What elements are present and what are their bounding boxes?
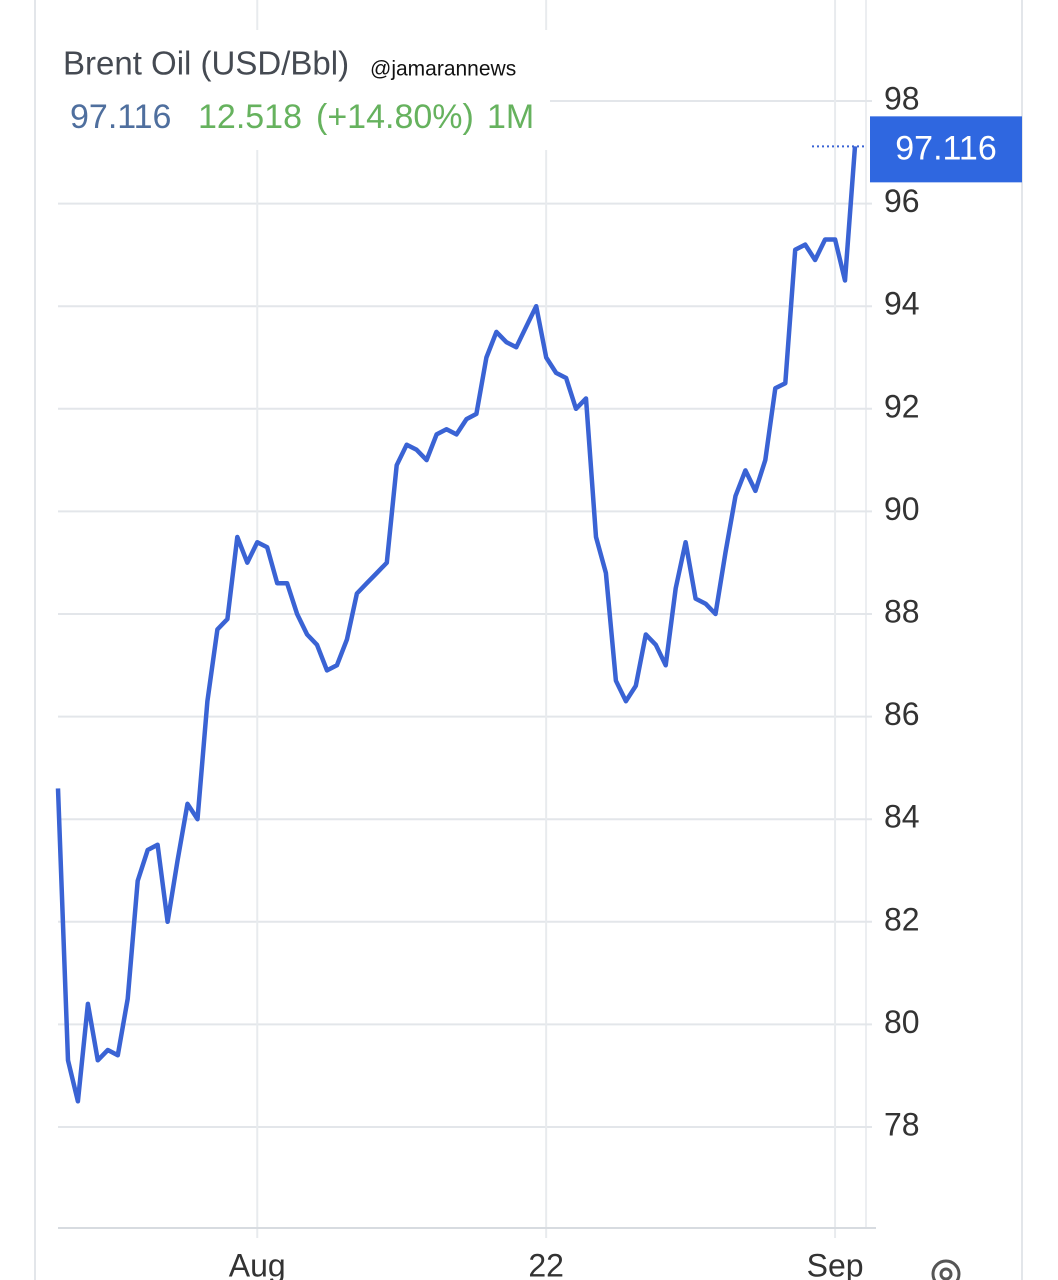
last-price-label: 97.116 (895, 129, 996, 167)
last-price: 97.116 (70, 98, 171, 136)
y-tick-label: 80 (884, 1004, 920, 1040)
y-tick-label: 94 (884, 286, 920, 322)
y-tick-label: 98 (884, 80, 920, 116)
last-price-box (870, 116, 1022, 183)
y-tick-label: 96 (884, 183, 920, 219)
header-backdrop (40, 30, 550, 150)
y-tick-label: 82 (884, 901, 920, 937)
x-tick-label: 22 (528, 1247, 564, 1280)
grid: 78 80 82 84 86 88 90 92 94 96 98 (58, 0, 920, 1238)
y-tick-label: 84 (884, 799, 920, 835)
y-tick-label: 90 (884, 491, 920, 527)
price-line (55, 146, 858, 1104)
change: 12.518 (198, 98, 302, 136)
watermark: @jamarannews (370, 58, 516, 81)
y-tick-label: 88 (884, 593, 920, 629)
period: 1M (487, 98, 534, 136)
change-percent: (+14.80%) (316, 98, 474, 136)
settings-icon[interactable] (931, 1259, 961, 1280)
plot: 97.116 (55, 116, 1022, 1104)
y-tick-label: 78 (884, 1106, 920, 1142)
x-tick-label: Sep (807, 1247, 864, 1280)
y-tick-label: 86 (884, 696, 920, 732)
y-tick-label: 92 (884, 388, 920, 424)
x-tick-label: Aug (229, 1247, 286, 1280)
chart-title: Brent Oil (USD/Bbl) (63, 45, 349, 82)
